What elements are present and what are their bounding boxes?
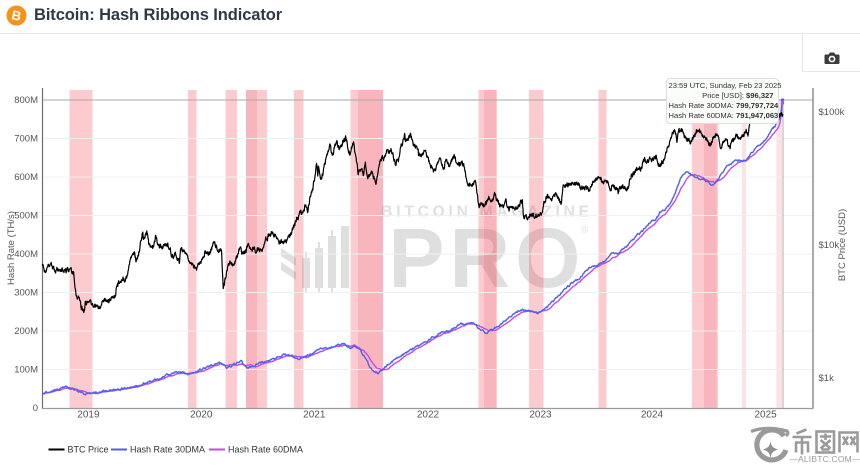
svg-text:Hash Rate (TH/s): Hash Rate (TH/s) xyxy=(6,211,17,285)
svg-text:2023: 2023 xyxy=(529,410,552,421)
svg-text:500M: 500M xyxy=(14,211,38,222)
svg-text:2024: 2024 xyxy=(641,410,664,421)
svg-text:400M: 400M xyxy=(14,249,38,260)
svg-text:$1k: $1k xyxy=(819,373,835,384)
svg-text:2025: 2025 xyxy=(754,410,777,421)
svg-text:0: 0 xyxy=(33,403,38,414)
svg-text:300M: 300M xyxy=(14,288,38,299)
svg-text:$100k: $100k xyxy=(819,107,845,118)
svg-text:Hash Rate 30DMA: Hash Rate 30DMA xyxy=(130,445,205,455)
svg-text:PRO: PRO xyxy=(388,211,585,305)
svg-text:700M: 700M xyxy=(14,134,38,145)
svg-text:800M: 800M xyxy=(14,95,38,106)
svg-text:$10k: $10k xyxy=(819,240,840,251)
svg-text:®: ® xyxy=(581,225,589,236)
svg-text:100M: 100M xyxy=(14,365,38,376)
svg-text:B: B xyxy=(10,7,23,24)
svg-text:—ALIBTC.COM—: —ALIBTC.COM— xyxy=(789,454,860,464)
svg-text:2019: 2019 xyxy=(77,410,100,421)
svg-text:Hash Rate 60DMA: Hash Rate 60DMA xyxy=(228,445,303,455)
svg-text:200M: 200M xyxy=(14,326,38,337)
svg-text:BTC Price (USD): BTC Price (USD) xyxy=(837,209,848,281)
svg-text:BTC Price: BTC Price xyxy=(68,445,109,455)
svg-text:2021: 2021 xyxy=(303,410,326,421)
svg-text:2020: 2020 xyxy=(190,410,213,421)
svg-text:600M: 600M xyxy=(14,172,38,183)
svg-text:2022: 2022 xyxy=(417,410,440,421)
